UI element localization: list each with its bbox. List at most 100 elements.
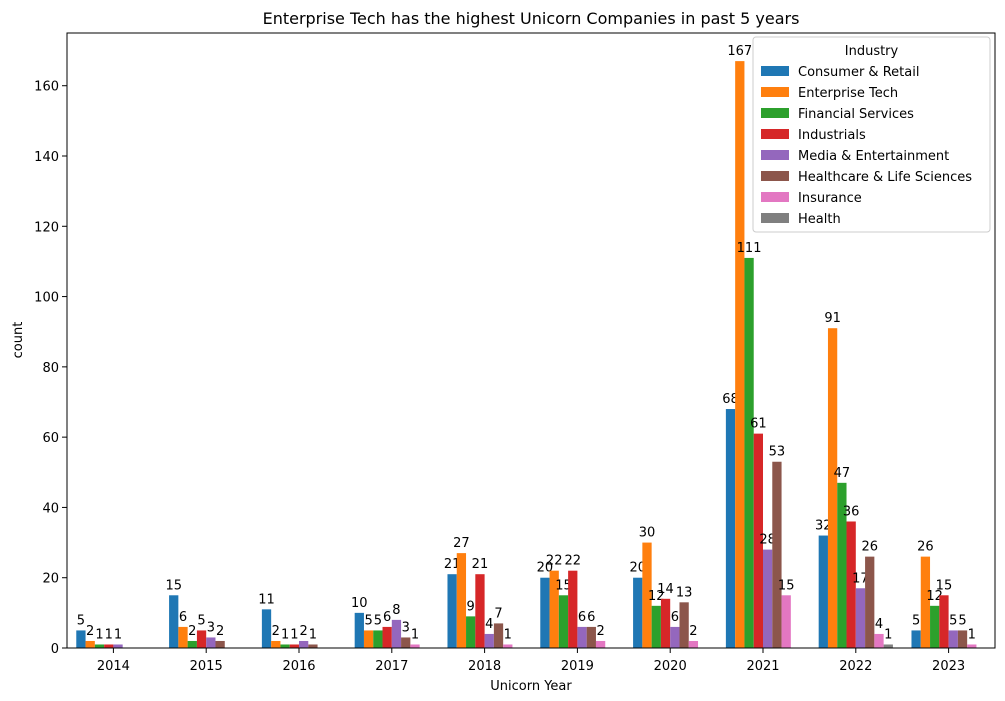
bar-value-label: 2 [272,624,280,639]
bar-value-label: 8 [392,603,400,618]
x-tick-label: 2021 [746,659,779,674]
bar [484,633,494,648]
bar [772,461,782,648]
y-tick-label: 140 [34,150,59,165]
bar-value-label: 36 [843,504,860,519]
bar [568,570,578,648]
bar-value-label: 6 [587,610,595,625]
bar [920,556,931,648]
legend-entry: Financial Services [798,107,914,122]
bar-value-label: 2 [86,624,94,639]
bar-value-label: 47 [834,466,851,481]
bar [846,521,856,648]
legend-entry: Consumer & Retail [798,65,919,80]
bar [633,577,643,648]
bar-value-label: 12 [926,589,943,604]
bar [939,595,949,648]
legend-box [752,36,991,233]
bar [651,605,661,648]
y-tick-label: 120 [34,220,59,235]
bar [289,644,299,648]
x-tick-label: 2015 [190,659,223,674]
bar [76,630,86,648]
bar [540,577,550,648]
bar [466,616,476,648]
bar [827,328,838,648]
bar-value-label: 1 [95,627,103,642]
bar [577,626,587,648]
x-tick-label: 2017 [375,659,408,674]
bar [456,553,467,648]
bar-value-label: 1 [309,627,317,642]
bar-value-label: 1 [968,627,976,642]
y-tick-label: 0 [51,642,59,657]
bar [363,630,374,648]
legend-entry: Media & Entertainment [798,149,949,164]
legend-swatch [761,108,789,118]
bar [855,588,866,648]
bar [930,605,940,648]
bar [753,433,763,648]
bar [94,644,105,648]
bar-value-label: 1 [114,627,122,642]
bar [178,626,188,648]
bar-value-label: 5 [77,613,85,628]
bar [299,640,309,648]
bar-value-label: 10 [351,596,368,611]
chart-title: Enterprise Tech has the highest Unicorn … [263,9,800,28]
bar-value-label: 6 [671,610,679,625]
bar-value-label: 30 [639,526,656,541]
bar [447,574,457,648]
bar-value-label: 6 [578,610,586,625]
y-axis-label: count [11,322,26,359]
x-tick-label: 2018 [468,659,501,674]
bar [215,640,225,648]
bar [688,640,699,648]
bar [735,61,745,649]
bar [948,630,958,648]
bar [642,542,652,648]
bar [401,637,411,648]
bar [391,619,402,648]
bar-value-label: 17 [852,571,869,586]
bar [679,602,689,648]
y-tick-label: 60 [42,431,59,446]
bar-value-label: 28 [759,533,776,548]
bar-value-label: 20 [537,561,554,576]
bar-value-label: 4 [485,617,493,632]
y-tick-label: 20 [42,572,59,587]
bar-value-label: 15 [936,578,953,593]
x-tick-label: 2019 [561,659,594,674]
bar [308,644,318,648]
y-tick-label: 160 [34,80,59,95]
bar [206,637,216,648]
bar-value-label: 26 [917,540,934,555]
bar-value-label: 3 [402,620,410,635]
bar [837,482,847,648]
bar [781,595,791,648]
bar-value-label: 1 [105,627,113,642]
bar-value-label: 22 [546,554,563,569]
bar [967,644,977,648]
x-tick-label: 2020 [654,659,687,674]
bar [113,644,123,648]
bar-value-label: 1 [281,627,289,642]
bar-value-label: 1 [884,627,892,642]
bar-value-label: 5 [949,613,957,628]
bar-value-label: 9 [467,599,475,614]
legend-entry: Healthcare & Life Sciences [798,170,972,185]
bar [475,574,485,648]
bar [410,644,420,648]
legend-entry: Industrials [798,128,866,143]
legend: Industry Consumer & Retail Enterprise Tech… [752,36,991,233]
bar-value-label: 1 [290,627,298,642]
bar-value-label: 5 [197,613,205,628]
legend-swatch [761,150,789,160]
bar-value-label: 2 [216,624,224,639]
legend-swatch [761,66,789,76]
bar [670,626,680,648]
bar-value-label: 1 [504,627,512,642]
bar [187,640,197,648]
bar-value-label: 21 [472,557,489,572]
